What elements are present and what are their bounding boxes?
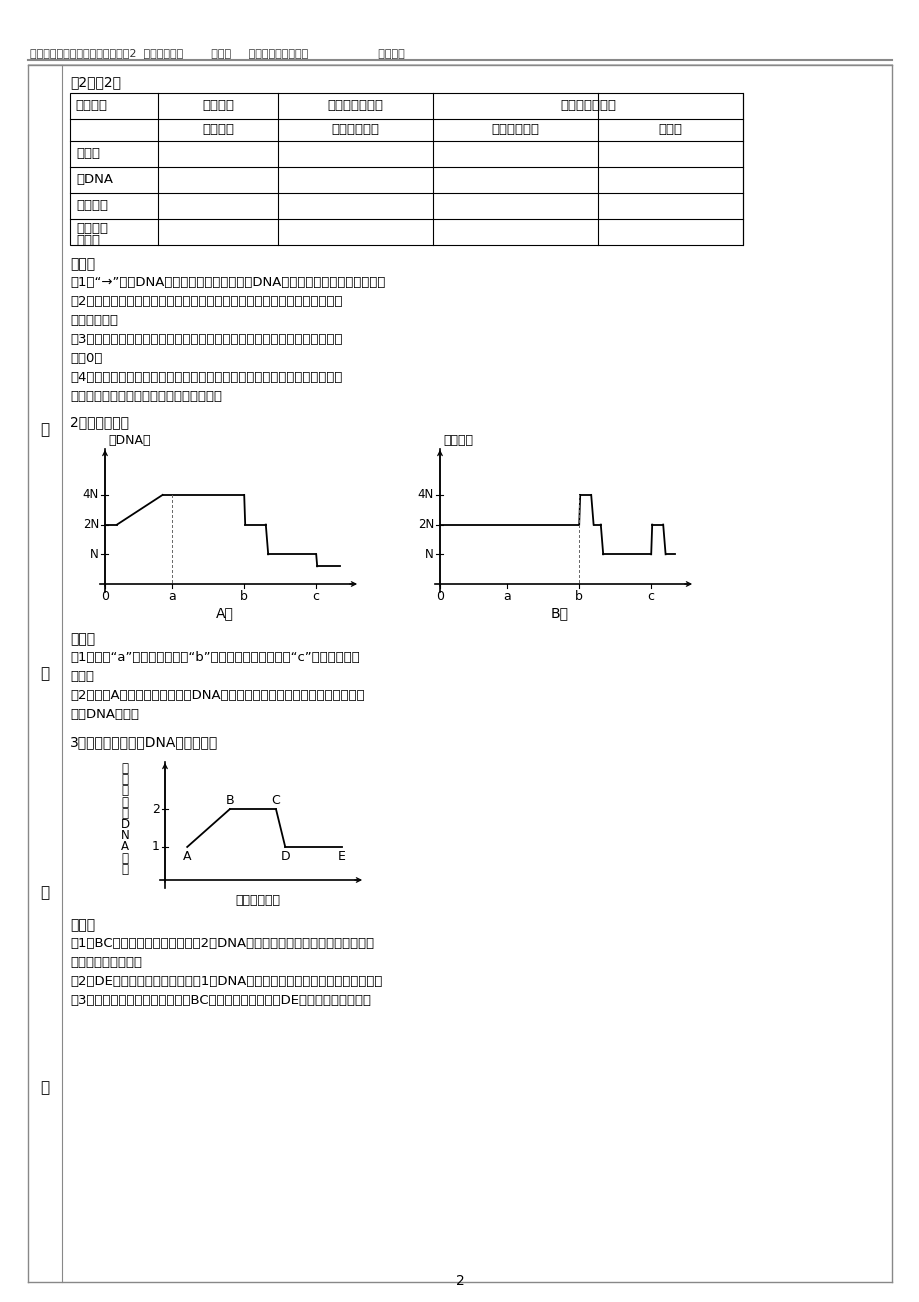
Text: （4）减数第一次分裂都有同源染色体，由于同源染色体的分离，染色体数目: （4）减数第一次分裂都有同源染色体，由于同源染色体的分离，染色体数目 [70,371,342,384]
Text: 王楼中学高一生物必修教案（必修2  遗传与进化）        第二章     减数分裂与有性生殖                    授课人：: 王楼中学高一生物必修教案（必修2 遗传与进化） 第二章 减数分裂与有性生殖 授课… [30,48,404,59]
Text: （2）DE段代表每条染色体上含有1个DNA分子，即减数第二次分裂后期、末期；: （2）DE段代表每条染色体上含有1个DNA分子，即减数第二次分裂后期、末期； [70,975,382,988]
Text: 体对数: 体对数 [76,234,100,247]
Text: 1: 1 [152,841,160,853]
Text: C: C [271,794,280,807]
Text: B图: B图 [550,605,568,620]
Text: 染色单体: 染色单体 [76,199,108,212]
Text: 过: 过 [40,885,50,900]
Text: B: B [225,794,233,807]
Text: 次分裂: 次分裂 [70,671,94,684]
Text: A: A [183,850,191,863]
Text: 减数第二次分裂: 减数第二次分裂 [560,99,616,112]
Text: 含: 含 [121,852,129,865]
Text: a: a [503,590,511,603]
Text: 0: 0 [436,590,444,603]
Text: （1）BC段代表每条染色体上含有2个DNA分子，即减数第一次分裂、减数第二: （1）BC段代表每条染色体上含有2个DNA分子，即减数第一次分裂、减数第二 [70,937,374,950]
Text: 4N: 4N [83,488,99,501]
Text: 体: 体 [121,807,129,820]
Text: 2N: 2N [417,518,434,531]
Text: N: N [90,548,99,561]
Text: 分析：: 分析： [70,918,95,932]
Text: c: c [647,590,654,603]
Text: 次级精母细胞: 次级精母细胞 [491,122,539,135]
Text: 初级精母细胞: 初级精母细胞 [331,122,380,135]
Text: 学: 学 [40,667,50,681]
Text: 色: 色 [121,796,129,809]
Text: （1）“→”代表DNA的复制，即精原细胞经过DNA的复制后，称为初级精母细胞: （1）“→”代表DNA的复制，即精原细胞经过DNA的复制后，称为初级精母细胞 [70,276,385,289]
Text: 中的DNA含量。: 中的DNA含量。 [70,708,139,721]
Text: b: b [240,590,248,603]
Text: 2: 2 [152,803,160,815]
Text: c: c [312,590,320,603]
Text: b: b [574,590,583,603]
Text: 体为0；: 体为0； [70,352,102,365]
Text: 4N: 4N [417,488,434,501]
Text: N: N [425,548,434,561]
Text: 2．曲线模型：: 2．曲线模型： [70,415,129,428]
Text: 量: 量 [121,863,129,876]
Text: （3）如果代表有丝分裂的图像，BC段代表前期、中期；DE段代表后期、末期。: （3）如果代表有丝分裂的图像，BC段代表前期、中期；DE段代表后期、末期。 [70,993,370,1006]
Text: 细胞分裂时期: 细胞分裂时期 [234,894,279,907]
Text: 同源染色: 同源染色 [76,223,108,234]
Text: 核DNA: 核DNA [76,173,113,186]
Text: 染色体: 染色体 [76,147,100,160]
Text: 2N: 2N [83,518,99,531]
Text: （2）其中A图仅仅是指细胞核中DNA的含量变化，并不包括细胞质（线粒体）: （2）其中A图仅仅是指细胞核中DNA的含量变化，并不包括细胞质（线粒体） [70,689,364,702]
Text: A: A [121,840,129,853]
Text: D: D [120,818,130,831]
Text: 0: 0 [101,590,108,603]
Text: A图: A图 [216,605,233,620]
Text: 精细胞: 精细胞 [658,122,682,135]
Text: 分析：: 分析： [70,631,95,646]
Text: 每: 每 [121,762,129,775]
Text: 减数第一次分裂: 减数第一次分裂 [327,99,383,112]
Text: 染色体数: 染色体数 [443,434,472,447]
Text: D: D [280,850,289,863]
Text: 次分裂前期、中期；: 次分裂前期、中期； [70,956,142,969]
Text: （1）图中“a”代表分裂间期；“b”代表减数第一次分裂；“c”代表减数第二: （1）图中“a”代表分裂间期；“b”代表减数第一次分裂；“c”代表减数第二 [70,651,359,664]
Text: 教: 教 [40,423,50,437]
Text: 染: 染 [121,784,129,797]
Bar [70,92,743,245]
Text: 条: 条 [121,773,129,786]
Text: 分裂间期: 分裂间期 [202,99,233,112]
Text: 比较项目: 比较项目 [75,99,107,112]
Text: E: E [337,850,346,863]
Text: 精原细胞: 精原细胞 [202,122,233,135]
Text: 体数目不变；: 体数目不变； [70,314,118,327]
Text: （2）初级精母细胞在分裂后期，由于着丝点并不分裂，所以染色体、染色单: （2）初级精母细胞在分裂后期，由于着丝点并不分裂，所以染色体、染色单 [70,296,342,309]
Text: （2）表2：: （2）表2： [70,76,121,89]
Text: N: N [120,829,130,842]
Text: a: a [168,590,176,603]
Text: 2: 2 [455,1273,464,1288]
Text: 核DNA数: 核DNA数 [108,434,151,447]
Text: 分析：: 分析： [70,256,95,271]
Text: （3）次级精母细胞在分裂后期，由于着丝点分裂，染色体数目加倍，染色单: （3）次级精母细胞在分裂后期，由于着丝点分裂，染色体数目加倍，染色单 [70,333,342,346]
Text: 减半，而减数第二次分裂没有同源染色体。: 减半，而减数第二次分裂没有同源染色体。 [70,391,221,404]
Text: 程: 程 [40,1079,50,1095]
Text: 3．每条染色体上的DNA含量变化：: 3．每条染色体上的DNA含量变化： [70,736,218,749]
